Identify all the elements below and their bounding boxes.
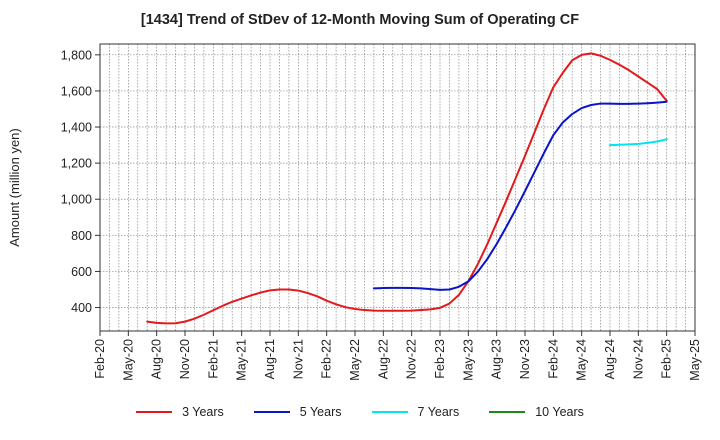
legend: 3 Years 5 Years 7 Years 10 Years (0, 405, 720, 419)
series-line-7-years (609, 138, 668, 147)
x-tick-label: Nov-22 (405, 339, 419, 379)
y-axis-label: Amount (million yen) (7, 128, 22, 247)
x-tick-label: Aug-20 (150, 339, 164, 379)
x-tick-label: Feb-25 (660, 339, 674, 379)
series-line-5-years (372, 100, 668, 291)
y-tick-label: 800 (71, 229, 92, 243)
y-tick-label: 1,400 (61, 121, 92, 135)
legend-swatch (489, 411, 526, 413)
x-tick-label: May-22 (348, 339, 362, 381)
grid (100, 44, 695, 331)
x-tick-label: May-25 (688, 339, 702, 381)
chart-title: [1434] Trend of StDev of 12-Month Moving… (140, 12, 580, 28)
x-tick-label: May-20 (121, 339, 135, 381)
legend-item: 3 Years (136, 405, 224, 419)
series-layer (146, 52, 668, 325)
legend-swatch (371, 411, 408, 413)
x-tick-label: Nov-20 (178, 339, 192, 379)
x-tick-label: Feb-23 (433, 339, 447, 379)
x-tick-label: May-23 (461, 339, 475, 381)
legend-swatch (253, 411, 290, 413)
legend-item: 7 Years (371, 405, 460, 419)
legend-label: 10 Years (535, 405, 584, 419)
y-tick-label: 1,800 (61, 48, 92, 62)
y-tick-label: 1,000 (61, 193, 92, 207)
x-tick-label: Aug-22 (376, 339, 390, 379)
x-tick-label: Feb-24 (546, 339, 560, 379)
x-tick-label: Feb-22 (320, 339, 334, 379)
x-tick-label: May-21 (235, 339, 249, 381)
x-tick-label: Aug-21 (263, 339, 277, 379)
plot-area (99, 43, 696, 332)
y-tick-label: 400 (71, 301, 92, 315)
x-tick-label: Aug-24 (603, 339, 617, 379)
x-tick-label: May-24 (575, 339, 589, 381)
legend-label: 3 Years (182, 405, 224, 419)
axes: 400 600 800 1,000 1,200 1,400 1,600 1,800 Feb-20… (61, 48, 702, 380)
series-line-3-years (146, 52, 668, 325)
x-tick-label: Nov-24 (631, 339, 645, 379)
x-tick-label: Nov-21 (291, 339, 305, 379)
x-tick-label: Feb-21 (206, 339, 220, 379)
y-tick-label: 600 (71, 265, 92, 279)
y-tick-label: 1,200 (61, 157, 92, 171)
legend-label: 5 Years (299, 405, 342, 419)
legend-label: 7 Years (417, 405, 460, 419)
legend-item: 5 Years (253, 405, 342, 419)
legend-swatch (136, 411, 173, 413)
x-tick-label: Feb-20 (93, 339, 107, 379)
x-tick-label: Nov-23 (518, 339, 532, 379)
y-tick-label: 1,600 (61, 84, 92, 98)
legend-item: 10 Years (489, 405, 584, 419)
x-tick-label: Aug-23 (490, 339, 504, 379)
